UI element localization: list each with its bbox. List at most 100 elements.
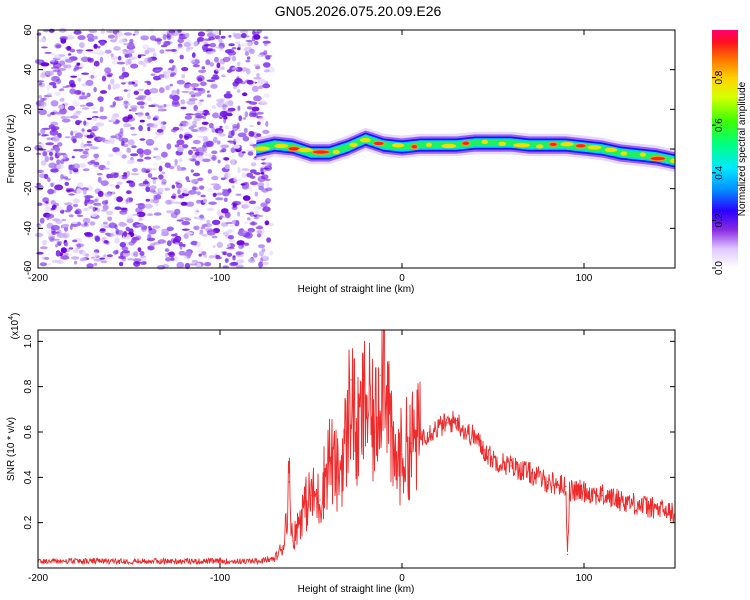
noise-speckle [131, 237, 137, 244]
noise-speckle [262, 206, 271, 212]
noise-speckle [196, 199, 201, 204]
noise-speckle [42, 97, 47, 101]
noise-speckle [57, 151, 62, 157]
noise-speckle [177, 179, 183, 185]
noise-speckle [242, 195, 251, 201]
noise-speckle [231, 67, 238, 71]
noise-speckle [90, 74, 95, 79]
noise-speckle [201, 251, 207, 256]
snr-scale-multiplier: (x104) [8, 313, 21, 340]
noise-speckle [200, 81, 207, 87]
noise-speckle [62, 223, 70, 228]
noise-speckle [245, 39, 253, 43]
noise-speckle [166, 69, 172, 75]
noise-speckle [172, 201, 182, 204]
noise-speckle [216, 241, 223, 248]
noise-speckle [180, 106, 187, 110]
noise-speckle [196, 126, 206, 133]
noise-speckle [70, 48, 76, 53]
noise-speckle [156, 128, 164, 133]
noise-speckle [147, 245, 152, 250]
noise-speckle [121, 82, 126, 85]
noise-speckle [170, 257, 175, 261]
noise-speckle [261, 174, 269, 180]
noise-speckle [135, 203, 144, 206]
snr-point [419, 435, 421, 438]
noise-speckle [196, 83, 201, 86]
noise-speckle [246, 106, 253, 110]
noise-speckle [97, 96, 104, 102]
noise-speckle [250, 181, 258, 186]
noise-speckle [265, 120, 269, 127]
noise-speckle [185, 176, 190, 181]
noise-speckle [193, 104, 198, 111]
noise-speckle [178, 158, 183, 163]
noise-speckle [94, 236, 101, 242]
noise-speckle [85, 49, 94, 52]
snr-line [37, 329, 676, 566]
noise-speckle [229, 224, 234, 228]
noise-speckle [108, 153, 114, 158]
noise-speckle [41, 134, 50, 137]
noise-speckle [262, 255, 268, 260]
noise-speckle [96, 203, 102, 207]
noise-speckle [211, 219, 221, 225]
noise-speckle [244, 232, 253, 239]
noise-speckle [239, 200, 243, 206]
noise-speckle [56, 232, 66, 238]
signal-peak [441, 143, 457, 149]
noise-speckle [118, 38, 126, 44]
noise-speckle [176, 139, 185, 146]
noise-speckle [240, 81, 246, 85]
snr-point [374, 431, 376, 433]
signal-peak [481, 139, 489, 145]
noise-speckle [90, 212, 98, 218]
noise-speckle [64, 181, 70, 186]
noise-speckle [166, 240, 172, 247]
noise-speckle [222, 56, 231, 63]
noise-speckle [66, 204, 73, 211]
signal-peak [311, 149, 331, 155]
noise-speckle [197, 77, 203, 82]
noise-speckle [227, 243, 231, 248]
noise-speckle [48, 28, 55, 33]
noise-speckle [39, 217, 45, 224]
noise-speckle [46, 213, 55, 219]
noise-speckle [67, 105, 75, 111]
noise-speckle [254, 210, 260, 214]
noise-speckle [40, 72, 46, 79]
noise-speckle [86, 129, 93, 133]
noise-speckle [40, 62, 50, 67]
noise-speckle [79, 95, 88, 100]
noise-speckle [206, 207, 215, 211]
noise-speckle [263, 62, 271, 68]
noise-speckle [158, 165, 163, 172]
noise-speckle [150, 168, 158, 171]
noise-speckle [154, 38, 163, 42]
snr-scale-base: (x10 [10, 319, 21, 339]
noise-speckle [166, 29, 175, 37]
noise-speckle [117, 55, 122, 61]
noise-speckle [226, 91, 231, 94]
noise-speckle [50, 183, 54, 187]
noise-speckle [207, 187, 214, 193]
noise-speckle [79, 257, 87, 262]
noise-speckle [77, 182, 84, 188]
noise-speckle [191, 59, 200, 65]
noise-speckle [102, 237, 107, 240]
noise-speckle [172, 126, 180, 131]
noise-speckle [60, 255, 70, 260]
noise-speckle [101, 200, 108, 205]
noise-speckle [114, 237, 120, 244]
noise-speckle [150, 242, 156, 247]
noise-speckle [226, 113, 233, 117]
snr-point [288, 481, 290, 483]
noise-speckle [36, 251, 44, 255]
noise-speckle [227, 48, 235, 54]
noise-speckle [144, 89, 152, 96]
noise-speckle [123, 172, 127, 176]
noise-speckle [240, 183, 246, 186]
y-tick-label: 0 [23, 146, 34, 152]
noise-speckle [193, 92, 202, 97]
noise-speckle [149, 123, 158, 129]
